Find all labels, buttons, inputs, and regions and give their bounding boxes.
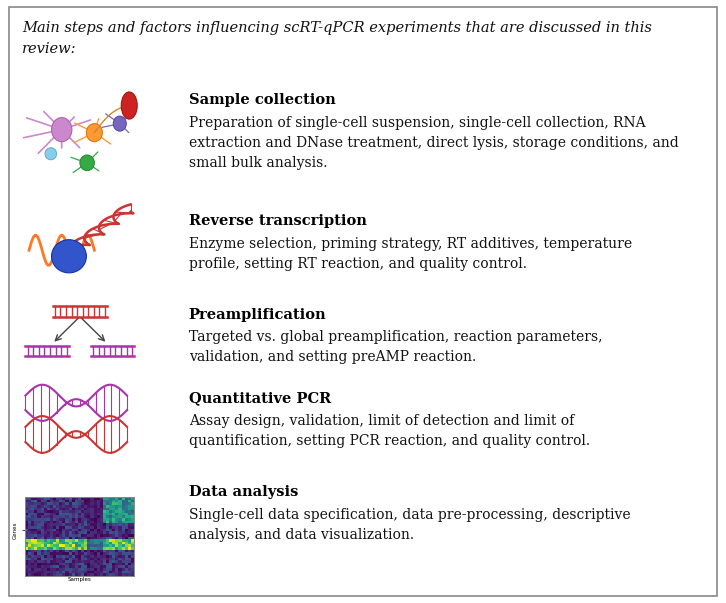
Text: Quantitative PCR: Quantitative PCR xyxy=(189,391,331,405)
Text: Main steps and factors influencing scRT-qPCR experiments that are discussed in t: Main steps and factors influencing scRT-… xyxy=(22,21,652,55)
Text: Preparation of single-cell suspension, single-cell collection, RNA
extraction an: Preparation of single-cell suspension, s… xyxy=(189,116,679,171)
Ellipse shape xyxy=(80,155,94,171)
Text: Preamplification: Preamplification xyxy=(189,308,327,321)
Ellipse shape xyxy=(113,116,126,131)
Ellipse shape xyxy=(86,124,102,142)
X-axis label: Samples: Samples xyxy=(68,577,91,582)
Text: Assay design, validation, limit of detection and limit of
quantification, settin: Assay design, validation, limit of detec… xyxy=(189,414,590,447)
Ellipse shape xyxy=(52,240,86,273)
Text: Single-cell data specification, data pre-processing, descriptive
analysis, and d: Single-cell data specification, data pre… xyxy=(189,508,630,542)
Ellipse shape xyxy=(121,92,137,119)
Ellipse shape xyxy=(52,118,72,142)
FancyBboxPatch shape xyxy=(9,7,717,596)
Text: Data analysis: Data analysis xyxy=(189,485,298,499)
Text: Enzyme selection, priming strategy, RT additives, temperature
profile, setting R: Enzyme selection, priming strategy, RT a… xyxy=(189,237,632,271)
Text: Reverse transcription: Reverse transcription xyxy=(189,214,367,228)
Text: Targeted vs. global preamplification, reaction parameters,
validation, and setti: Targeted vs. global preamplification, re… xyxy=(189,330,603,364)
Ellipse shape xyxy=(45,148,57,160)
Text: Sample collection: Sample collection xyxy=(189,93,335,107)
